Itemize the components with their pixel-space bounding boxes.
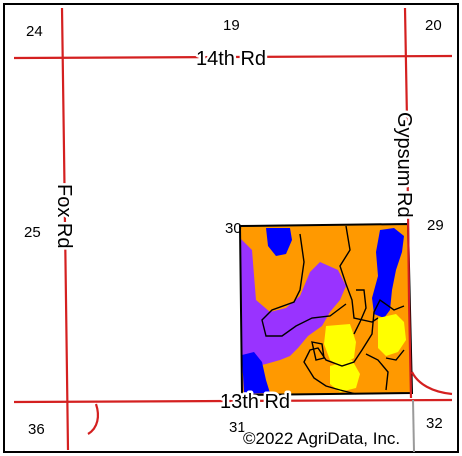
soil-line	[385, 349, 405, 361]
section-number: 29	[427, 217, 444, 234]
soil-zone-yellow-b	[378, 314, 406, 356]
road-labels: 14th Rd 13th Rd Fox Rd Gypsum Rd	[51, 46, 418, 416]
section-number: 30	[225, 220, 242, 237]
soil-line	[261, 233, 347, 337]
road-label-fox: Fox Rd	[53, 184, 75, 248]
soil-line	[303, 298, 405, 395]
soil-zone-blue-sw	[242, 352, 270, 394]
section-number: 19	[223, 17, 240, 34]
road-13th	[13, 398, 453, 404]
section-number: 36	[28, 421, 45, 438]
road-label-13th: 13th Rd	[220, 391, 290, 413]
soil-line	[311, 341, 325, 361]
map-frame	[3, 3, 459, 453]
road-14th	[13, 54, 453, 60]
soil-line	[365, 353, 389, 391]
soil-zone-yellow-a	[324, 324, 356, 366]
section-number: 24	[26, 23, 43, 40]
copyright-text: ©2022 AgriData, Inc.	[243, 429, 400, 448]
road-label-14th: 14th Rd	[196, 48, 266, 70]
section-number: 25	[24, 224, 41, 241]
section-line-gray	[412, 399, 415, 453]
road-label-gypsum: Gypsum Rd	[393, 112, 415, 218]
road-curve-ne	[411, 371, 453, 396]
roads	[13, 7, 453, 453]
soil-zone-yellow-c	[330, 360, 360, 392]
soil-zone-purple	[240, 238, 346, 374]
field-outline	[238, 222, 414, 397]
section-number: 20	[425, 17, 442, 34]
section-number: 32	[426, 415, 443, 432]
road-fox	[60, 7, 70, 451]
soil-line	[339, 225, 379, 323]
road-gypsum	[403, 7, 413, 399]
soil-zone-blue-east	[372, 228, 404, 318]
soil-line	[353, 289, 367, 335]
field-boundary	[238, 222, 414, 397]
soil-zone-blue-top	[266, 228, 292, 256]
section-numbers: 24 19 20 25 30 29 36 31 32	[24, 17, 445, 439]
section-number: 31	[229, 419, 246, 436]
road-curve-sw	[87, 403, 99, 435]
